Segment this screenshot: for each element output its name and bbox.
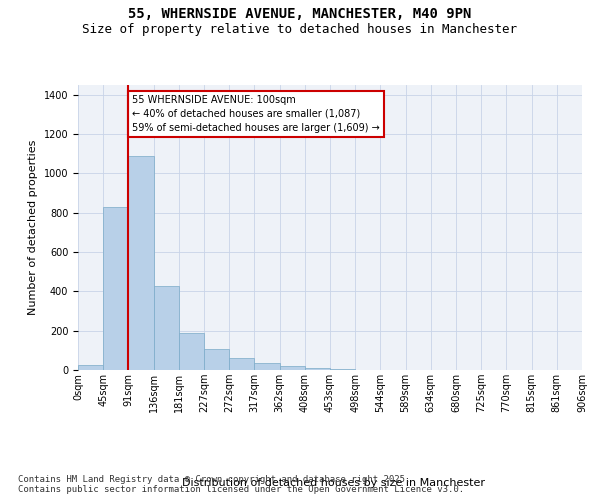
Text: Size of property relative to detached houses in Manchester: Size of property relative to detached ho… xyxy=(83,22,517,36)
Bar xyxy=(305,368,330,370)
Bar xyxy=(254,362,280,370)
Bar xyxy=(128,156,154,370)
Text: 55 WHERNSIDE AVENUE: 100sqm
← 40% of detached houses are smaller (1,087)
59% of : 55 WHERNSIDE AVENUE: 100sqm ← 40% of det… xyxy=(132,95,380,133)
Bar xyxy=(229,358,254,370)
Bar xyxy=(179,332,204,370)
Text: Contains HM Land Registry data © Crown copyright and database right 2025.
Contai: Contains HM Land Registry data © Crown c… xyxy=(18,474,464,494)
Text: 55, WHERNSIDE AVENUE, MANCHESTER, M40 9PN: 55, WHERNSIDE AVENUE, MANCHESTER, M40 9P… xyxy=(128,8,472,22)
Text: Distribution of detached houses by size in Manchester: Distribution of detached houses by size … xyxy=(182,478,485,488)
Y-axis label: Number of detached properties: Number of detached properties xyxy=(28,140,38,315)
Bar xyxy=(280,366,305,370)
Bar xyxy=(154,286,179,370)
Bar xyxy=(330,369,355,370)
Bar xyxy=(204,350,229,370)
Bar xyxy=(78,365,103,370)
Bar xyxy=(103,207,128,370)
